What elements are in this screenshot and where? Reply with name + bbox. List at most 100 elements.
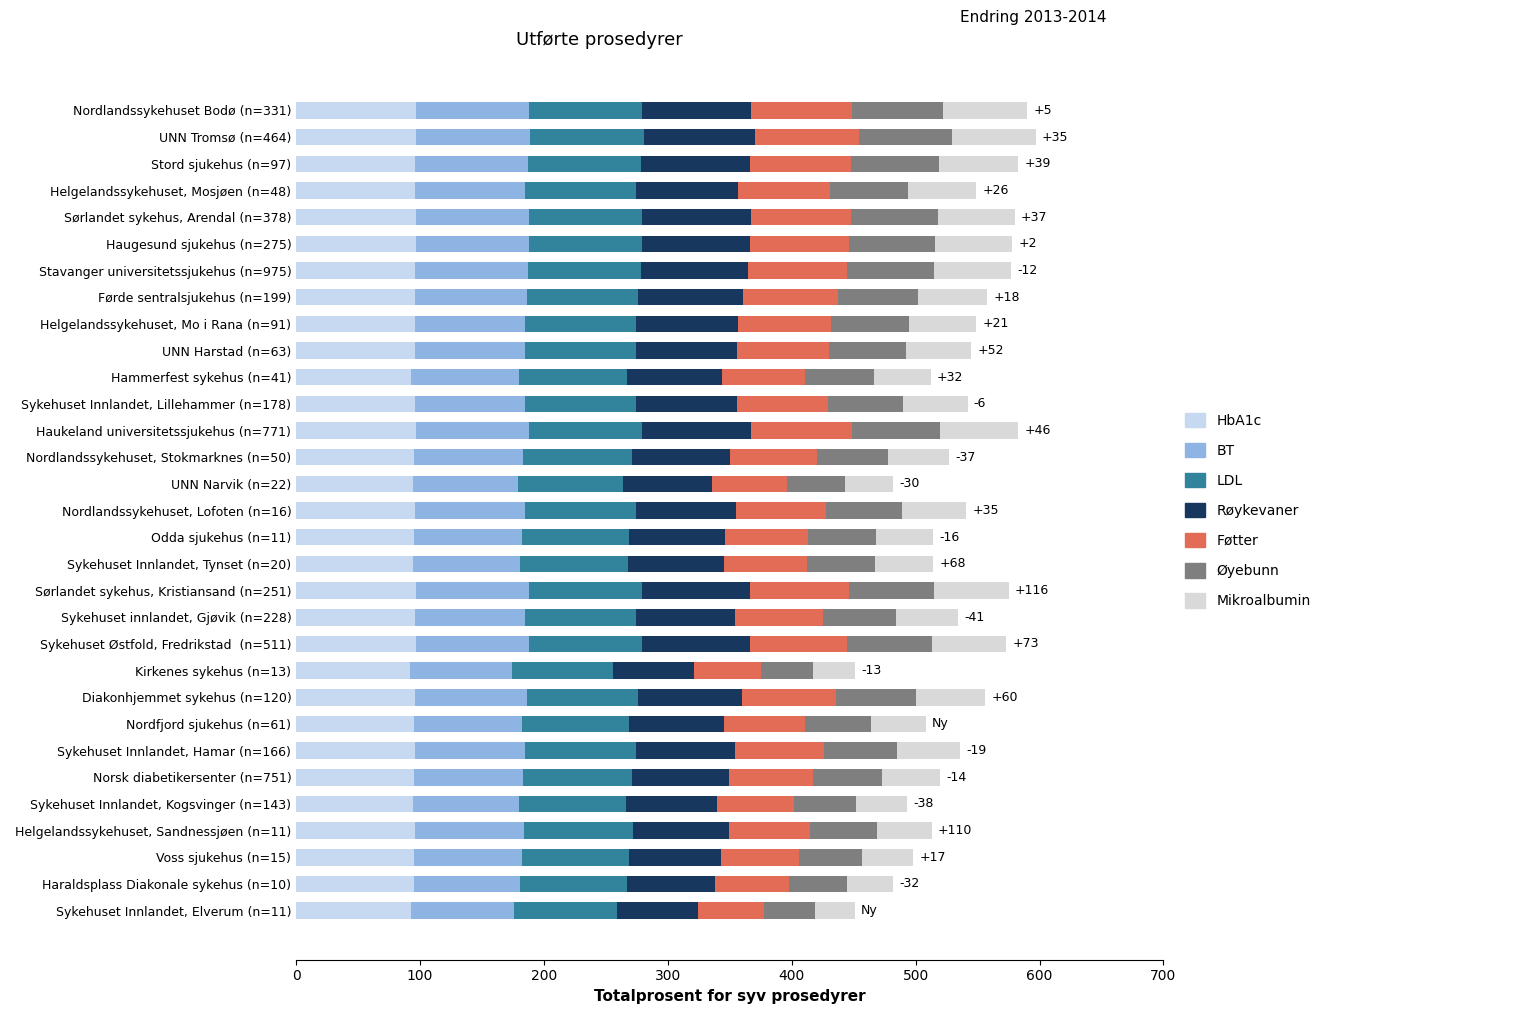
Bar xyxy=(712,476,787,492)
Text: +39: +39 xyxy=(1025,157,1051,170)
Bar xyxy=(934,262,1011,279)
Bar xyxy=(416,582,529,599)
Bar xyxy=(525,316,635,332)
Bar xyxy=(750,636,847,652)
Bar xyxy=(750,156,851,172)
Bar xyxy=(641,209,750,225)
Bar xyxy=(296,476,413,492)
Bar xyxy=(830,182,908,199)
Bar xyxy=(877,822,931,839)
Bar xyxy=(296,156,416,172)
Bar xyxy=(750,422,853,439)
Bar xyxy=(761,662,813,679)
Bar xyxy=(856,796,907,812)
Bar xyxy=(736,502,827,519)
Text: +73: +73 xyxy=(1012,638,1039,650)
Bar xyxy=(416,342,525,359)
Bar xyxy=(531,128,644,146)
Bar xyxy=(641,422,750,439)
Bar xyxy=(296,582,416,599)
Legend: HbA1c, BT, LDL, Røykevaner, Føtter, Øyebunn, Mikroalbumin: HbA1c, BT, LDL, Røykevaner, Føtter, Øyeb… xyxy=(1180,408,1316,613)
Bar xyxy=(626,796,718,812)
Bar xyxy=(853,422,940,439)
Bar xyxy=(859,128,951,146)
Bar xyxy=(528,262,641,279)
Bar xyxy=(296,903,411,919)
Text: Ny: Ny xyxy=(861,904,877,917)
Text: +60: +60 xyxy=(991,691,1017,704)
Bar xyxy=(902,502,966,519)
Bar xyxy=(750,582,848,599)
Bar xyxy=(416,156,528,172)
Bar xyxy=(296,662,410,679)
Bar xyxy=(296,449,414,466)
Text: +35: +35 xyxy=(973,504,999,517)
Bar xyxy=(296,609,416,626)
Bar xyxy=(755,128,859,146)
Bar xyxy=(721,849,799,865)
Bar xyxy=(641,235,750,252)
Bar xyxy=(896,609,957,626)
Bar xyxy=(525,742,635,759)
Bar xyxy=(635,182,738,199)
Bar xyxy=(523,769,632,786)
Bar xyxy=(724,555,807,572)
Text: +17: +17 xyxy=(919,851,946,864)
Bar xyxy=(807,555,874,572)
Bar xyxy=(413,476,518,492)
Bar xyxy=(641,102,750,119)
Bar xyxy=(790,875,847,893)
Bar xyxy=(525,822,634,839)
Bar xyxy=(529,422,641,439)
Bar xyxy=(414,449,523,466)
Bar xyxy=(822,609,896,626)
Text: +52: +52 xyxy=(977,344,1005,357)
Bar xyxy=(413,555,520,572)
Bar xyxy=(936,235,1012,252)
Text: -6: -6 xyxy=(974,397,986,411)
Bar xyxy=(635,609,735,626)
Bar xyxy=(635,742,735,759)
Bar xyxy=(750,235,848,252)
Text: +37: +37 xyxy=(1022,211,1048,224)
Text: -13: -13 xyxy=(861,664,882,677)
Bar xyxy=(838,289,919,306)
Bar xyxy=(525,395,635,412)
Bar xyxy=(525,609,635,626)
Bar xyxy=(738,342,828,359)
Bar xyxy=(518,796,626,812)
Bar xyxy=(522,529,629,545)
Bar xyxy=(512,662,614,679)
Text: +5: +5 xyxy=(1034,104,1052,117)
Bar xyxy=(416,689,526,705)
Bar xyxy=(296,689,416,705)
Bar xyxy=(738,182,830,199)
Bar xyxy=(296,369,411,385)
Bar xyxy=(520,875,627,893)
Bar xyxy=(296,128,416,146)
Bar xyxy=(629,849,721,865)
Text: -19: -19 xyxy=(966,744,986,757)
Bar xyxy=(644,128,755,146)
Text: +116: +116 xyxy=(1016,584,1049,597)
Bar xyxy=(526,689,638,705)
Bar xyxy=(726,529,808,545)
Bar xyxy=(520,555,629,572)
Bar xyxy=(414,849,522,865)
Text: +26: +26 xyxy=(983,184,1009,197)
Bar xyxy=(629,715,724,733)
Text: -32: -32 xyxy=(899,877,920,891)
Text: -38: -38 xyxy=(913,798,934,810)
Bar xyxy=(723,369,805,385)
Text: -37: -37 xyxy=(956,450,976,464)
Bar xyxy=(693,662,761,679)
Bar xyxy=(940,422,1019,439)
Bar xyxy=(529,582,641,599)
Bar xyxy=(296,529,414,545)
Bar xyxy=(518,476,623,492)
Bar xyxy=(629,555,724,572)
Text: -14: -14 xyxy=(946,770,966,784)
Bar xyxy=(416,422,529,439)
Bar xyxy=(525,342,635,359)
Bar xyxy=(715,875,790,893)
